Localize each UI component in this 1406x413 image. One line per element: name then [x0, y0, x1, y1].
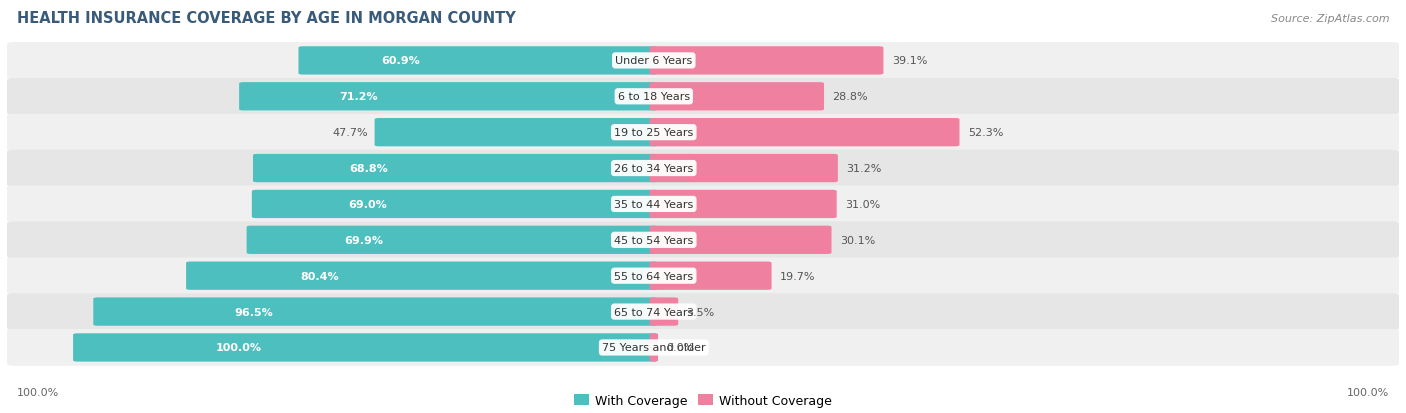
FancyBboxPatch shape [650, 190, 837, 218]
Text: 71.2%: 71.2% [339, 92, 378, 102]
FancyBboxPatch shape [93, 298, 658, 326]
Text: 0.0%: 0.0% [666, 343, 695, 353]
Text: 39.1%: 39.1% [891, 56, 927, 66]
Text: HEALTH INSURANCE COVERAGE BY AGE IN MORGAN COUNTY: HEALTH INSURANCE COVERAGE BY AGE IN MORG… [17, 11, 516, 26]
Text: 31.2%: 31.2% [846, 164, 882, 173]
Text: 31.0%: 31.0% [845, 199, 880, 209]
FancyBboxPatch shape [650, 154, 838, 183]
Text: 30.1%: 30.1% [839, 235, 875, 245]
Text: 69.0%: 69.0% [349, 199, 387, 209]
FancyBboxPatch shape [246, 226, 658, 254]
Text: 100.0%: 100.0% [215, 343, 262, 353]
FancyBboxPatch shape [239, 83, 658, 111]
Text: 65 to 74 Years: 65 to 74 Years [614, 307, 693, 317]
Legend: With Coverage, Without Coverage: With Coverage, Without Coverage [574, 394, 832, 407]
FancyBboxPatch shape [7, 186, 1399, 223]
Text: 100.0%: 100.0% [17, 387, 59, 397]
FancyBboxPatch shape [73, 333, 658, 362]
Text: 47.7%: 47.7% [332, 128, 367, 138]
Text: 26 to 34 Years: 26 to 34 Years [614, 164, 693, 173]
FancyBboxPatch shape [650, 226, 831, 254]
Text: 100.0%: 100.0% [1347, 387, 1389, 397]
Text: Source: ZipAtlas.com: Source: ZipAtlas.com [1271, 14, 1389, 24]
FancyBboxPatch shape [650, 83, 824, 111]
Text: 6 to 18 Years: 6 to 18 Years [617, 92, 690, 102]
Text: 68.8%: 68.8% [349, 164, 388, 173]
FancyBboxPatch shape [253, 154, 658, 183]
FancyBboxPatch shape [186, 262, 658, 290]
Text: 75 Years and older: 75 Years and older [602, 343, 706, 353]
FancyBboxPatch shape [7, 294, 1399, 330]
FancyBboxPatch shape [374, 119, 658, 147]
FancyBboxPatch shape [650, 47, 883, 76]
Text: 60.9%: 60.9% [381, 56, 420, 66]
FancyBboxPatch shape [650, 333, 658, 362]
Text: 55 to 64 Years: 55 to 64 Years [614, 271, 693, 281]
FancyBboxPatch shape [650, 119, 959, 147]
FancyBboxPatch shape [7, 150, 1399, 187]
Text: Under 6 Years: Under 6 Years [616, 56, 692, 66]
Text: 28.8%: 28.8% [832, 92, 868, 102]
Text: 19 to 25 Years: 19 to 25 Years [614, 128, 693, 138]
FancyBboxPatch shape [7, 258, 1399, 294]
FancyBboxPatch shape [7, 222, 1399, 259]
Text: 3.5%: 3.5% [686, 307, 714, 317]
FancyBboxPatch shape [252, 190, 658, 218]
FancyBboxPatch shape [7, 43, 1399, 80]
Text: 45 to 54 Years: 45 to 54 Years [614, 235, 693, 245]
FancyBboxPatch shape [7, 329, 1399, 366]
Text: 35 to 44 Years: 35 to 44 Years [614, 199, 693, 209]
FancyBboxPatch shape [7, 79, 1399, 115]
FancyBboxPatch shape [650, 298, 678, 326]
Text: 96.5%: 96.5% [233, 307, 273, 317]
Text: 69.9%: 69.9% [344, 235, 384, 245]
Text: 80.4%: 80.4% [301, 271, 339, 281]
Text: 19.7%: 19.7% [780, 271, 815, 281]
FancyBboxPatch shape [650, 262, 772, 290]
FancyBboxPatch shape [298, 47, 658, 76]
Text: 52.3%: 52.3% [967, 128, 1004, 138]
FancyBboxPatch shape [7, 114, 1399, 151]
